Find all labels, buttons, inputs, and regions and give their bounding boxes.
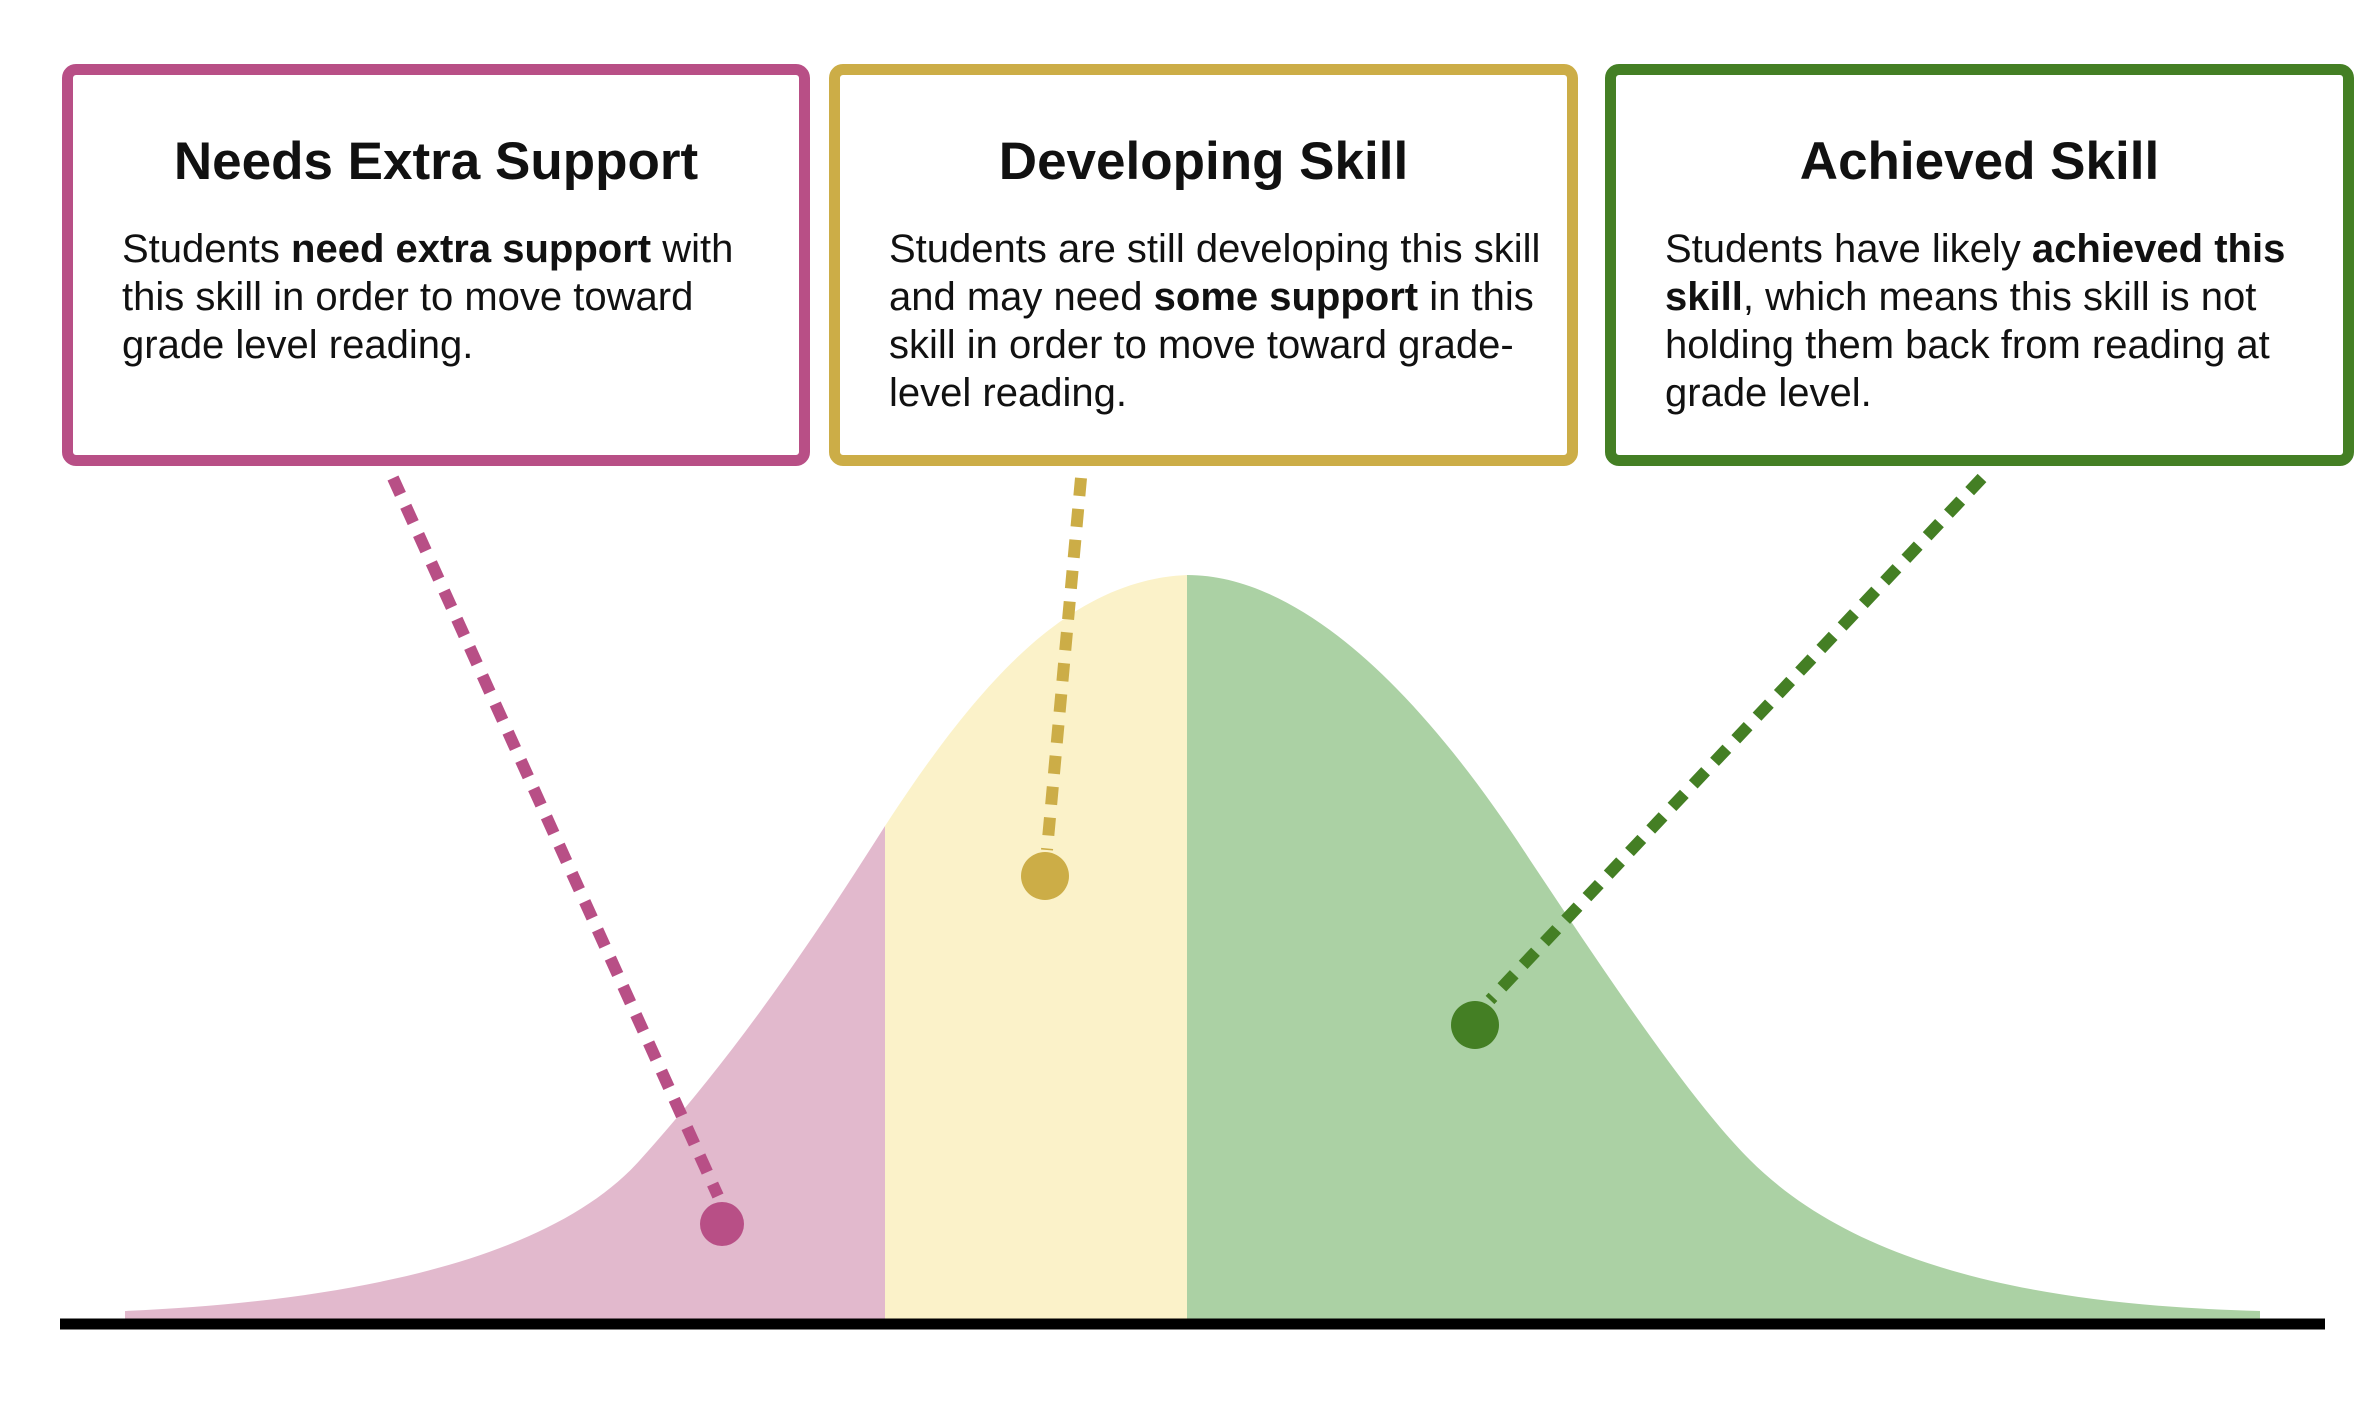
achieved-skill-card: Achieved Skill Students have likely achi…: [1605, 64, 2354, 466]
developing-description-text: Students are still developing this skill…: [889, 227, 1541, 319]
achieved-skill-title: Achieved Skill: [1799, 132, 2160, 191]
achieved-description-text: Students have likely: [1665, 227, 2032, 271]
needs-description-text: Students: [122, 227, 292, 271]
achieved-description-text: , which means this skill is not holding …: [1665, 275, 2270, 415]
needs-extra-support-title: Needs Extra Support: [173, 132, 699, 191]
developing-description-text: in this skill in order to move toward gr…: [889, 275, 1534, 415]
developing-skill-title: Developing Skill: [998, 132, 1409, 191]
developing-skill-card: Developing Skill Students are still deve…: [829, 64, 1578, 466]
needs-support-region: [125, 826, 885, 1319]
needs-description-emphasis: need extra support: [291, 227, 652, 271]
needs-extra-support-description: Students need extra support with this sk…: [122, 225, 781, 369]
developing-skill-marker-dot: [1021, 852, 1069, 900]
developing-skill-region: [885, 575, 1187, 1319]
achieved-skill-leader-line: [1485, 473, 1987, 1005]
developing-skill-leader-line: [1041, 477, 1087, 851]
needs-description-text: with this skill in order to move toward …: [122, 227, 734, 367]
achieved-skill-region: [1187, 575, 2260, 1319]
developing-description-emphasis: some support: [1153, 275, 1419, 319]
needs-support-marker-dot: [700, 1202, 744, 1246]
needs-extra-support-card: Needs Extra Support Students need extra …: [62, 64, 810, 466]
developing-skill-description: Students are still developing this skill…: [889, 225, 1549, 417]
achieved-skill-description: Students have likely achieved this skill…: [1665, 225, 2325, 417]
achieved-description-emphasis: achieved this skill: [1665, 227, 2286, 319]
needs-support-leader-line: [387, 475, 724, 1199]
achieved-skill-marker-dot: [1451, 1001, 1499, 1049]
